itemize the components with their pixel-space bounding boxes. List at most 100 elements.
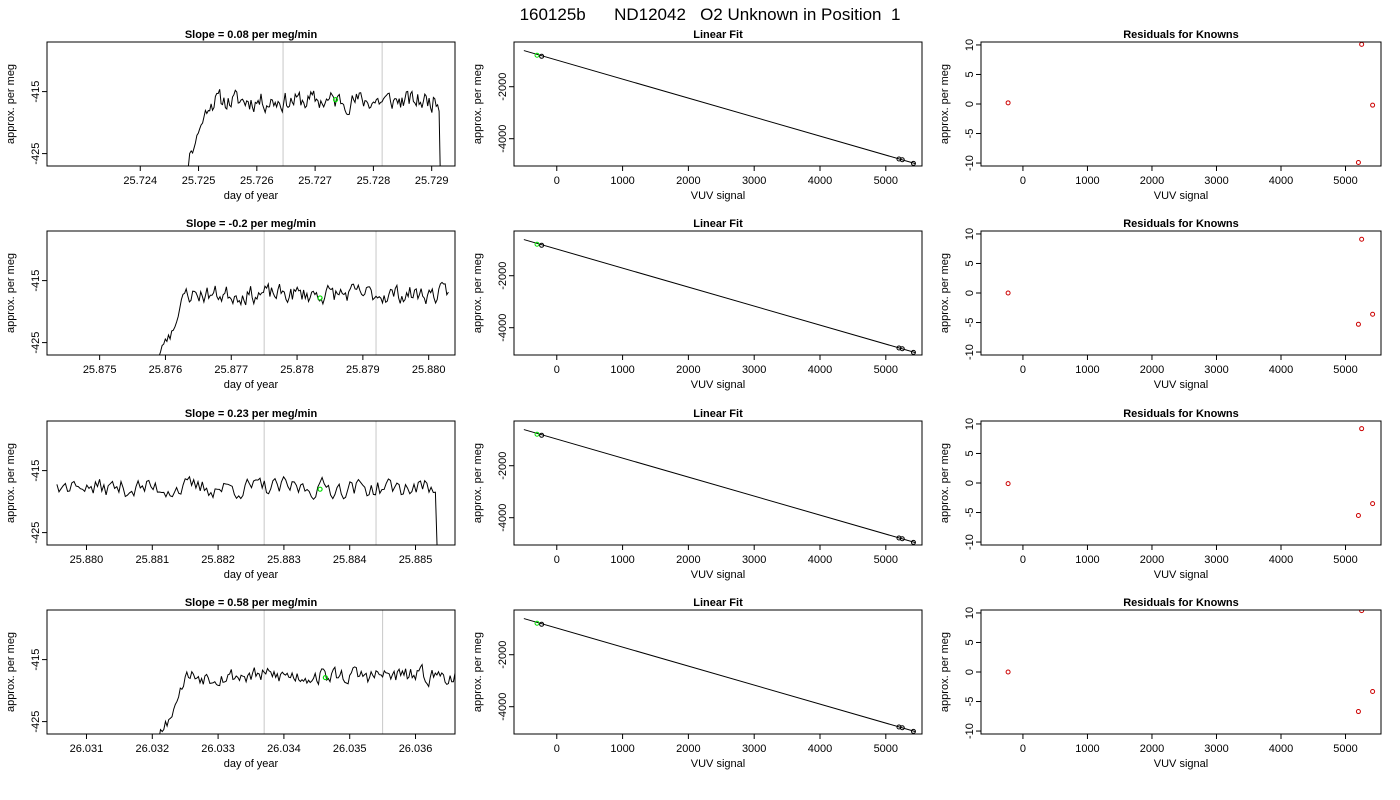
x-tick-label: 3000 (742, 743, 766, 755)
unknown-mean-marker (332, 97, 339, 103)
y-tick-label: 5 (964, 639, 976, 645)
x-tick-label: 2000 (676, 364, 700, 376)
y-tick-label: -5 (964, 318, 976, 328)
fit-point (899, 157, 905, 163)
x-tick-label: 3000 (1204, 743, 1228, 755)
plot-area (1005, 610, 1376, 715)
x-tick-label: 2000 (1140, 554, 1164, 566)
residual-point (1359, 42, 1365, 47)
x-tick-label: 26.033 (201, 743, 235, 755)
residual-point (1355, 321, 1361, 327)
y-tick-label: 10 (964, 39, 976, 51)
x-tick-label: 0 (554, 743, 560, 755)
y-tick-label: -10 (964, 534, 976, 550)
x-tick-label: 4000 (1269, 364, 1293, 376)
fit-point (910, 349, 916, 355)
residual-point (1359, 426, 1365, 432)
y-tick-label: -10 (964, 344, 976, 360)
x-tick-label: 25.878 (280, 364, 314, 376)
x-tick-label: 25.881 (135, 554, 169, 566)
y-tick-label: -2000 (497, 452, 509, 480)
x-axis-label: VUV signal (1154, 190, 1208, 202)
fit-point (910, 539, 916, 545)
x-tick-label: 25.875 (83, 364, 117, 376)
plot-frame (513, 41, 923, 167)
y-tick-label: -425 (30, 332, 42, 354)
plot-frame (980, 420, 1382, 546)
x-tick-label: 2000 (1140, 364, 1164, 376)
fit-point (539, 432, 545, 438)
panel-r1c1: Slope = 0.08 per meg/min 25.724 25.725 25.7… (5, 29, 456, 202)
y-tick-label: -4000 (497, 314, 509, 342)
y-tick-label: -425 (30, 711, 42, 733)
x-tick-label: 4000 (808, 743, 832, 755)
x-tick-label: 25.880 (70, 554, 104, 566)
y-tick-label: -415 (30, 649, 42, 671)
signal-trace (159, 663, 455, 734)
panel-title: Slope = 0.58 per meg/min (185, 597, 318, 609)
y-tick-label: 0 (964, 669, 976, 675)
x-tick-label: 25.727 (298, 175, 332, 187)
x-tick-label: 25.879 (346, 364, 380, 376)
plot-area (187, 42, 441, 166)
y-tick-label: 5 (964, 260, 976, 266)
panel-r4c2: Linear Fit 0 1000 2000 3000 4000 5000 -2000 -400… (472, 597, 923, 770)
fit-line (523, 429, 916, 544)
y-tick-label: -10 (964, 723, 976, 739)
x-tick-label: 1000 (610, 743, 634, 755)
fit-point (539, 242, 545, 248)
residual-point (1370, 311, 1376, 317)
panel-r3c2: Linear Fit 0 1000 2000 3000 4000 5000 -2000 -400… (472, 408, 923, 581)
fit-point (896, 535, 902, 541)
x-axis-label: VUV signal (1154, 569, 1208, 581)
residual-point (1355, 512, 1361, 518)
x-tick-label: 2000 (1140, 743, 1164, 755)
x-tick-label: 5000 (874, 554, 898, 566)
panel-r4c1: Slope = 0.58 per meg/min 26.031 26.032 26.0… (5, 597, 456, 770)
fit-point (899, 725, 905, 731)
y-tick-label: -5 (964, 129, 976, 139)
panel-title: Residuals for Knowns (1123, 218, 1239, 230)
plot-frame (46, 609, 456, 735)
fit-point (910, 160, 916, 166)
x-tick-label: 25.882 (201, 554, 235, 566)
y-axis-label: approx. per meg (939, 632, 951, 712)
residual-point (1355, 709, 1361, 715)
x-tick-label: 2000 (676, 175, 700, 187)
x-tick-label: 2000 (676, 743, 700, 755)
x-tick-label: 1000 (1075, 364, 1099, 376)
plot-area (523, 618, 916, 734)
plot-area (159, 610, 455, 734)
y-axis-label: approx. per meg (939, 443, 951, 523)
y-axis-label: approx. per meg (472, 64, 484, 144)
residual-point (1005, 669, 1011, 675)
fit-point (539, 621, 545, 627)
x-tick-label: 2000 (1140, 175, 1164, 187)
x-tick-label: 3000 (1204, 554, 1228, 566)
x-tick-label: 4000 (1269, 175, 1293, 187)
residual-point (1370, 688, 1376, 694)
y-axis-label: approx. per meg (939, 64, 951, 144)
x-tick-label: 1000 (610, 364, 634, 376)
residual-point (1005, 290, 1011, 296)
fit-point (896, 156, 902, 162)
x-tick-label: 4000 (1269, 743, 1293, 755)
x-tick-label: 4000 (1269, 554, 1293, 566)
y-tick-label: -2000 (497, 641, 509, 669)
panel-r4c3: Residuals for Knowns 0 1000 2000 3000 4000 500… (939, 597, 1382, 770)
signal-trace (56, 475, 438, 545)
panels-grid: Slope = 0.08 per meg/min 25.724 25.725 25.7… (5, 29, 1382, 770)
y-axis-label: approx. per meg (939, 253, 951, 333)
y-tick-label: -4000 (497, 504, 509, 532)
x-tick-label: 1000 (610, 175, 634, 187)
plot-area (56, 421, 438, 545)
x-tick-label: 4000 (808, 175, 832, 187)
residual-point (1370, 501, 1376, 507)
x-tick-label: 26.032 (135, 743, 169, 755)
fit-line (523, 618, 916, 733)
y-tick-label: 10 (964, 607, 976, 619)
x-tick-label: 25.885 (399, 554, 433, 566)
x-tick-label: 25.729 (415, 175, 449, 187)
panel-title: Linear Fit (693, 218, 743, 230)
x-tick-label: 3000 (742, 175, 766, 187)
